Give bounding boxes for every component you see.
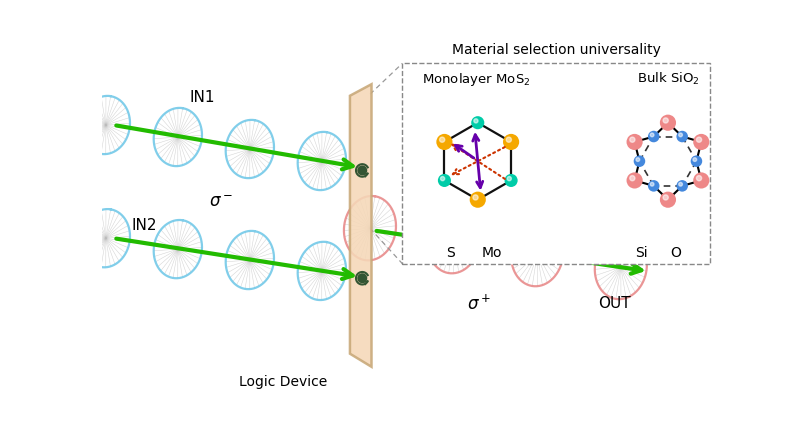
Circle shape xyxy=(473,195,478,200)
Circle shape xyxy=(697,137,702,142)
Circle shape xyxy=(470,192,486,208)
Polygon shape xyxy=(350,84,371,367)
Text: S: S xyxy=(446,246,455,260)
Text: Monolayer MoS$_2$: Monolayer MoS$_2$ xyxy=(422,71,530,88)
Text: O: O xyxy=(670,246,681,260)
Text: OUT: OUT xyxy=(598,296,630,311)
Text: IN2: IN2 xyxy=(131,218,157,233)
Circle shape xyxy=(693,158,697,162)
Text: Si: Si xyxy=(634,246,647,260)
Circle shape xyxy=(663,195,668,200)
Circle shape xyxy=(474,119,478,123)
Circle shape xyxy=(677,131,688,142)
Circle shape xyxy=(358,166,367,175)
Circle shape xyxy=(694,134,710,150)
Circle shape xyxy=(650,133,654,137)
Text: Bulk SiO$_2$: Bulk SiO$_2$ xyxy=(637,71,699,87)
Circle shape xyxy=(439,137,445,142)
Circle shape xyxy=(506,137,511,142)
Circle shape xyxy=(648,131,659,142)
Circle shape xyxy=(690,155,702,167)
Text: Mo: Mo xyxy=(482,246,502,260)
Circle shape xyxy=(630,137,635,142)
Circle shape xyxy=(678,133,682,137)
Circle shape xyxy=(630,176,635,181)
Text: $\sigma^+$: $\sigma^+$ xyxy=(467,294,491,313)
Circle shape xyxy=(626,172,642,189)
Circle shape xyxy=(697,176,702,181)
Text: $\sigma^-$: $\sigma^-$ xyxy=(210,193,234,211)
Circle shape xyxy=(634,155,646,167)
Circle shape xyxy=(648,180,659,192)
Circle shape xyxy=(677,180,688,192)
Circle shape xyxy=(663,118,668,123)
Circle shape xyxy=(507,177,511,181)
Circle shape xyxy=(678,182,682,186)
Circle shape xyxy=(650,182,654,186)
Circle shape xyxy=(626,134,642,150)
Text: Logic Device: Logic Device xyxy=(239,375,327,389)
Circle shape xyxy=(505,174,518,187)
Circle shape xyxy=(438,174,451,187)
Text: Material selection universality: Material selection universality xyxy=(452,43,661,57)
Circle shape xyxy=(358,273,367,283)
Text: IN1: IN1 xyxy=(190,90,215,105)
Circle shape xyxy=(636,158,640,162)
Circle shape xyxy=(660,192,676,208)
Circle shape xyxy=(694,172,710,189)
FancyBboxPatch shape xyxy=(402,63,710,263)
Circle shape xyxy=(436,134,453,150)
Circle shape xyxy=(503,134,519,150)
Circle shape xyxy=(471,116,484,129)
Circle shape xyxy=(441,177,445,181)
Circle shape xyxy=(660,115,676,131)
